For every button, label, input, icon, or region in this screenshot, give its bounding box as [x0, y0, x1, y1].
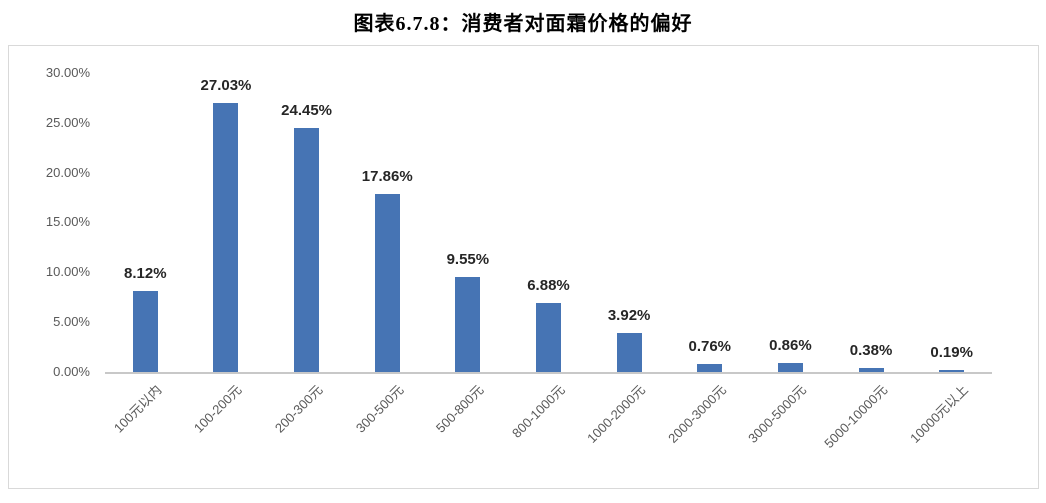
bar	[536, 303, 561, 372]
data-label: 0.19%	[930, 344, 973, 361]
bar	[616, 332, 642, 372]
bar	[455, 276, 481, 372]
bar	[858, 368, 884, 372]
y-tick-label: 30.00%	[45, 64, 90, 80]
data-label: 17.86%	[361, 167, 413, 185]
data-label: 8.12%	[124, 265, 167, 283]
x-axis-label: 5000-10000元	[820, 382, 890, 451]
x-axis-label: 800-1000元	[508, 382, 568, 441]
x-axis-line	[105, 372, 992, 374]
bar	[777, 363, 803, 372]
bar	[697, 364, 723, 372]
x-axis-label: 2000-3000元	[664, 382, 729, 446]
x-axis-label: 200-300元	[271, 382, 326, 436]
data-label: 24.45%	[281, 102, 333, 120]
data-label: 0.76%	[688, 338, 732, 356]
x-axis-label: 500-800元	[433, 382, 487, 436]
x-axis-label: 10000元以上	[906, 382, 971, 446]
y-tick-label: 5.00%	[53, 314, 90, 330]
data-label: 0.86%	[769, 337, 812, 355]
bar	[374, 193, 400, 372]
data-label: 3.92%	[607, 306, 651, 324]
x-axis-label: 300-500元	[352, 382, 406, 436]
y-tick-label: 0.00%	[53, 364, 90, 379]
chart-title: 图表6.7.8：消费者对面霜价格的偏好	[353, 13, 693, 35]
data-label: 27.03%	[200, 76, 252, 94]
y-tick-label: 20.00%	[45, 164, 90, 180]
bar-chart: 0.00% 5.00% 10.00% 15.00% 20.00% 25.00% 30.00%…	[8, 45, 1039, 489]
y-tick-label: 25.00%	[45, 114, 90, 130]
bar	[132, 291, 158, 372]
data-label: 0.38%	[849, 342, 893, 360]
data-label: 6.88%	[527, 277, 570, 295]
bar	[213, 102, 239, 372]
x-axis-label: 100-200元	[191, 382, 245, 436]
x-axis-label: 100元以内	[110, 382, 165, 436]
bar	[939, 370, 965, 372]
data-label: 9.55%	[446, 250, 490, 268]
y-tick-label: 15.00%	[45, 214, 90, 230]
x-axis-label: 3000-5000元	[745, 382, 810, 446]
x-axis-label: 1000-2000元	[584, 382, 648, 446]
y-tick-label: 10.00%	[45, 264, 90, 280]
bar	[294, 128, 320, 372]
